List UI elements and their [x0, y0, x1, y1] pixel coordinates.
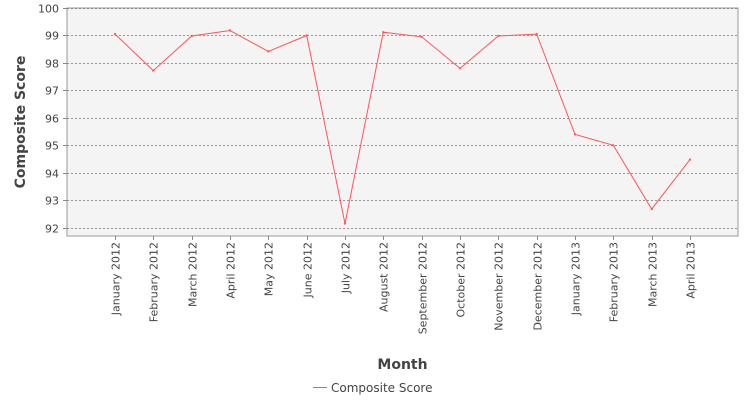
x-tick-label: February 2013 — [608, 242, 621, 322]
y-tick-label: 92 — [45, 223, 59, 236]
x-tick-label: April 2012 — [225, 242, 238, 299]
y-tick-label: 94 — [45, 168, 59, 181]
x-tick-label: September 2012 — [417, 242, 430, 334]
x-tick-label: February 2012 — [148, 242, 161, 322]
data-point — [228, 29, 232, 32]
legend: Composite Score — [313, 381, 432, 395]
plot-area — [66, 7, 739, 237]
y-tick-label: 96 — [45, 113, 59, 126]
y-tick-label: 99 — [45, 30, 59, 43]
legend-label: Composite Score — [331, 381, 432, 395]
x-tick-label: June 2012 — [302, 242, 315, 298]
y-tick-label: 100 — [38, 3, 59, 16]
data-point — [458, 67, 462, 70]
series-layer — [113, 29, 692, 225]
y-axis-ticks: 92 93 94 95 96 97 98 99 100 — [38, 3, 67, 236]
data-point — [113, 32, 117, 36]
series-line — [114, 29, 691, 224]
data-point — [152, 69, 155, 72]
y-tick-label: 97 — [45, 85, 59, 98]
x-tick-label: May 2012 — [263, 242, 276, 296]
y-axis-title: Composite Score — [13, 56, 29, 189]
data-point — [267, 50, 270, 53]
y-tick-label: 95 — [45, 140, 59, 153]
x-tick-label: July 2012 — [340, 242, 353, 294]
data-point — [343, 222, 347, 225]
x-tick-label: March 2012 — [187, 242, 200, 307]
x-tick-label: March 2013 — [647, 242, 660, 307]
x-tick-label: December 2012 — [532, 242, 545, 331]
x-axis-title: Month — [377, 357, 427, 373]
y-tick-label: 98 — [45, 58, 59, 71]
data-point — [382, 31, 385, 34]
data-point — [612, 144, 615, 147]
data-point — [420, 35, 423, 38]
x-tick-label: January 2012 — [110, 242, 123, 316]
data-point — [305, 34, 308, 37]
x-tick-label: November 2012 — [493, 242, 506, 331]
y-tick-label: 93 — [45, 195, 59, 208]
x-tick-label: August 2012 — [378, 242, 391, 312]
data-point — [535, 32, 538, 36]
x-axis-ticks: January 2012 February 2012 March 2012 April… — [110, 236, 698, 334]
data-point — [688, 158, 692, 161]
x-tick-label: January 2013 — [570, 242, 583, 316]
data-point — [190, 34, 193, 38]
data-point — [573, 133, 577, 136]
x-tick-label: October 2012 — [455, 242, 468, 318]
data-point — [650, 207, 653, 211]
x-tick-label: April 2013 — [685, 242, 698, 299]
data-point — [497, 34, 500, 38]
